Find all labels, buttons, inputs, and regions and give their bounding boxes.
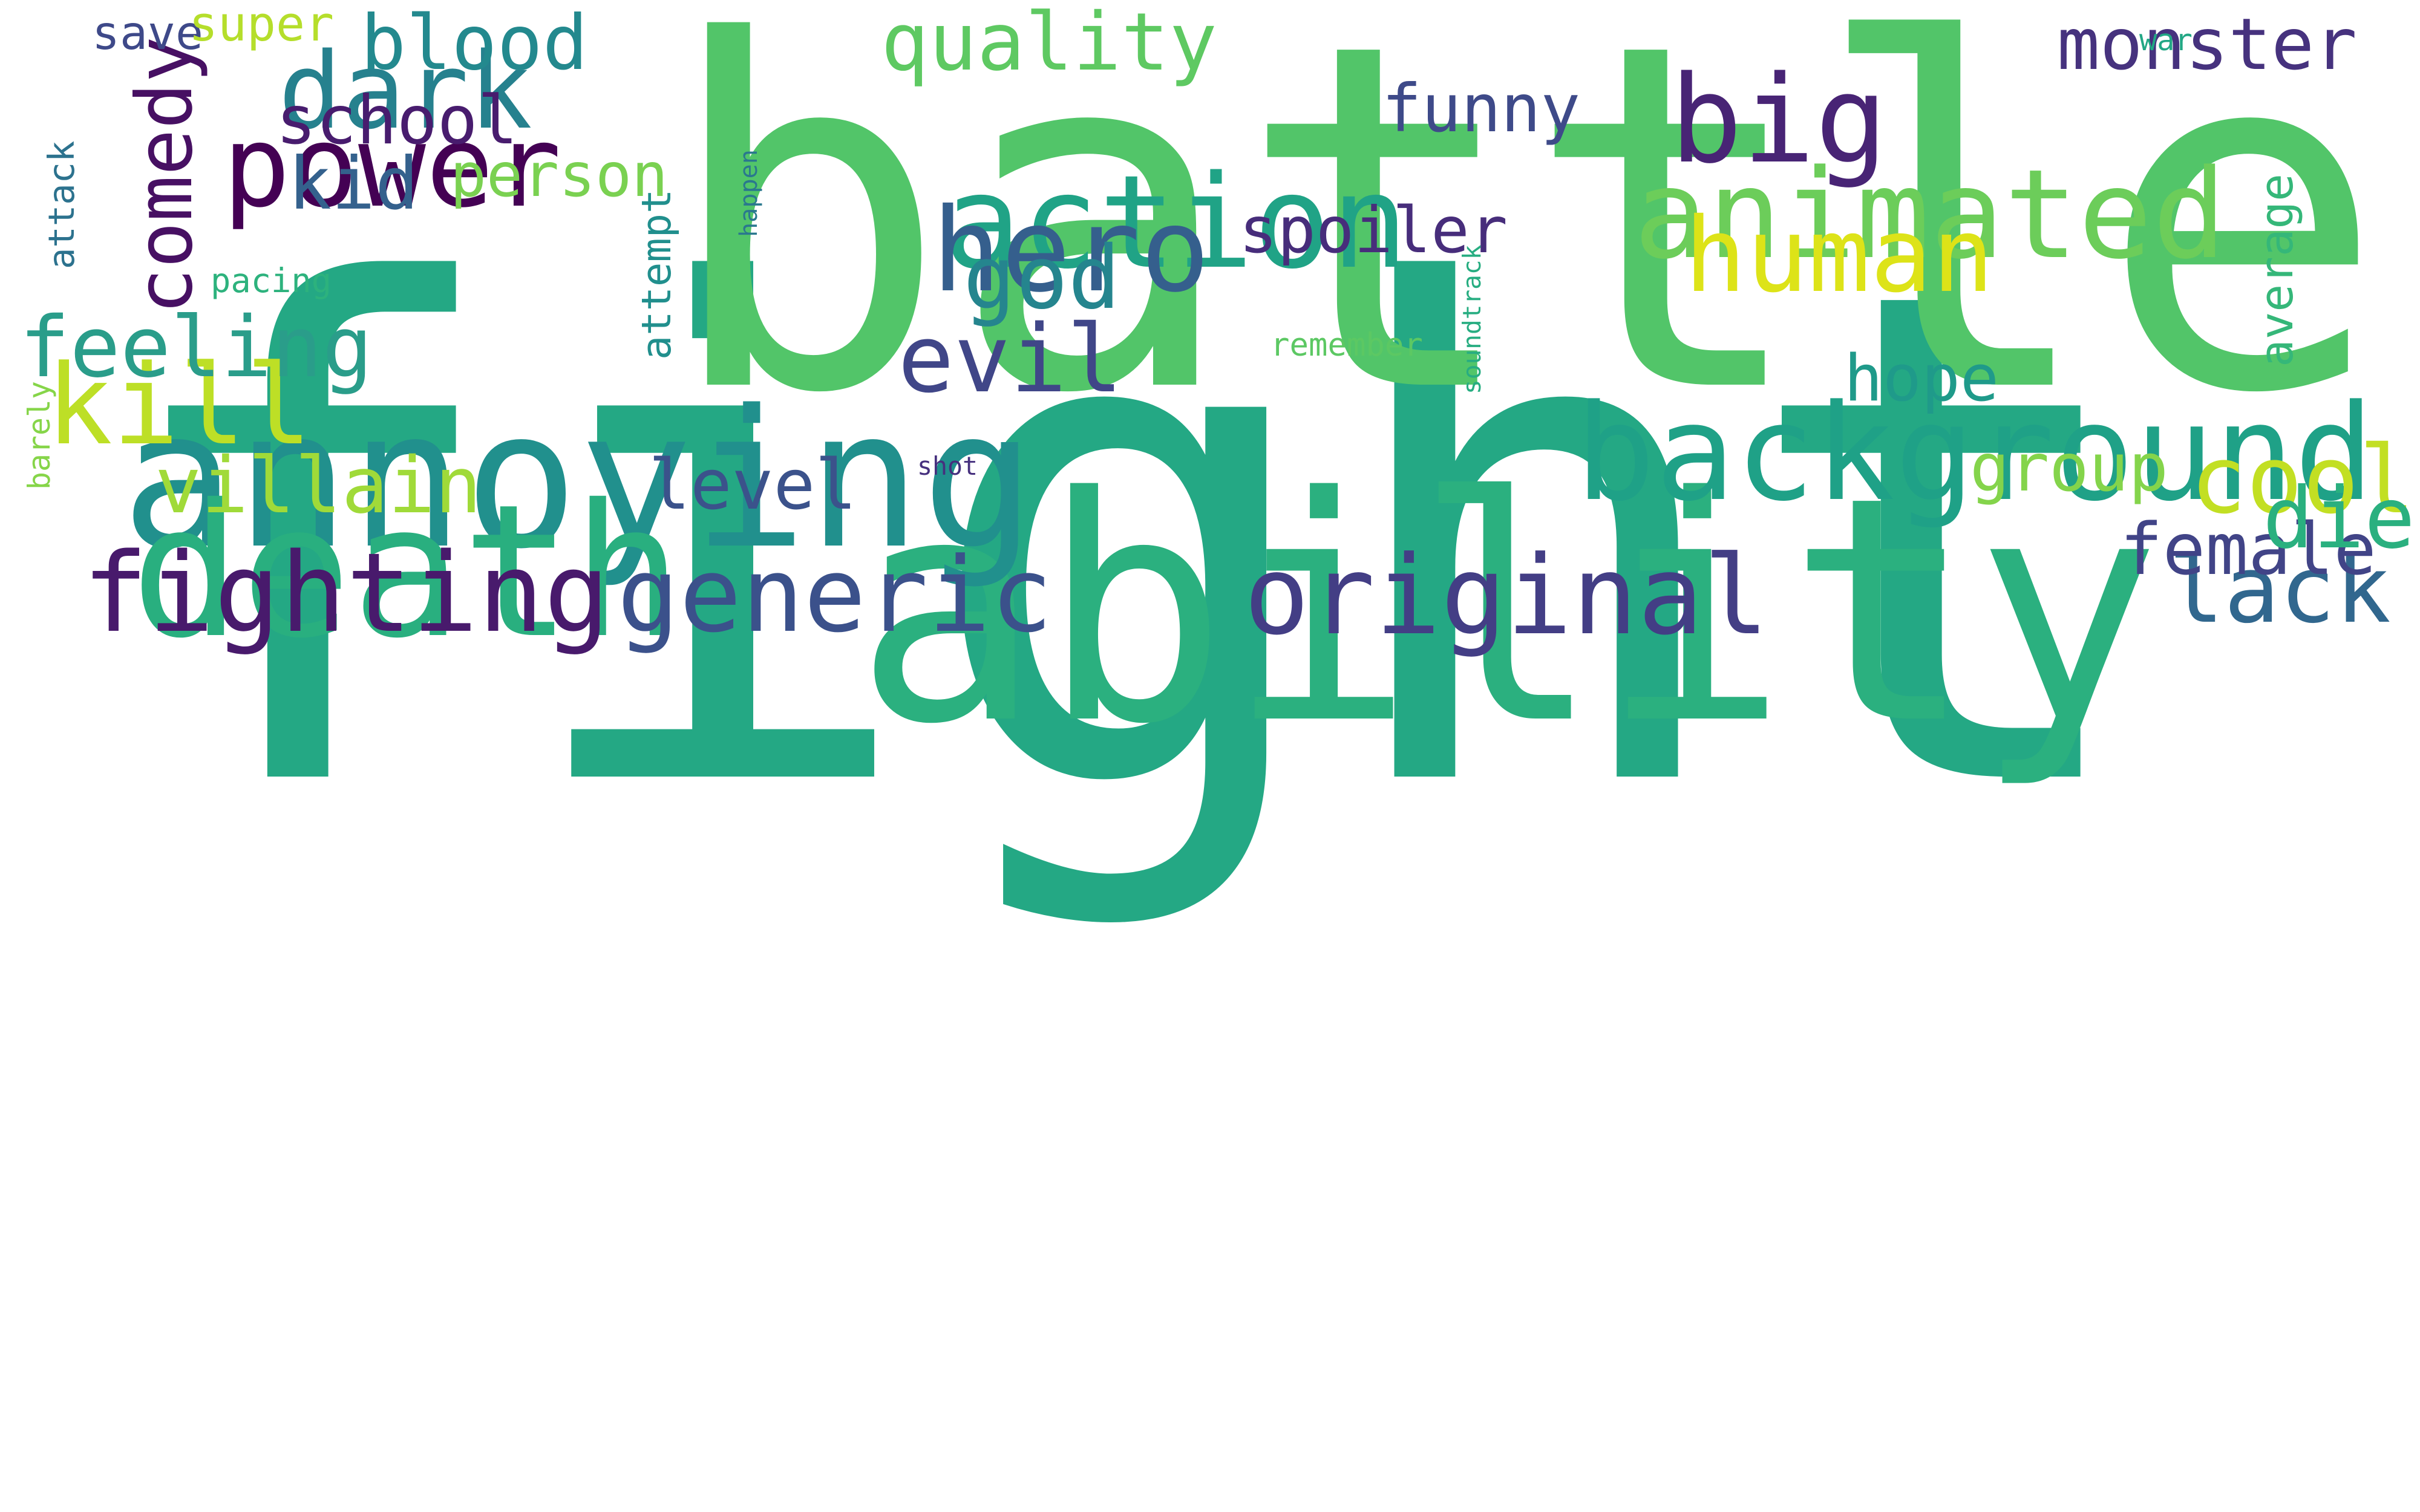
word-ability: ability [854, 431, 2162, 792]
word-pacing: pacing [211, 261, 332, 301]
word-level: level [649, 445, 857, 525]
word-action: action [944, 148, 1408, 298]
word-quality: quality [881, 0, 1217, 89]
word-background: background [1575, 376, 2375, 530]
word-average: average [2250, 174, 2304, 368]
word-save: save [92, 6, 203, 60]
word-annoying: annoying [121, 370, 1036, 591]
word-comedy: comedy [120, 36, 211, 314]
word-group: group [1970, 429, 2168, 506]
word-big: big [1670, 50, 1888, 191]
word-barely: barely [22, 381, 57, 490]
word-die: die [2263, 469, 2415, 567]
word-kid: kid [288, 142, 419, 226]
word-lack: lack [2168, 536, 2391, 644]
word-death: death [131, 466, 683, 679]
word-female: female [2120, 508, 2376, 591]
word-fighting: fighting [82, 529, 610, 657]
word-super: super [189, 0, 335, 52]
word-cool: cool [2190, 426, 2416, 535]
word-school: school [276, 82, 518, 160]
word-dark: dark [278, 30, 532, 153]
word-human: human [1684, 195, 1994, 316]
word-attempt: attempt [633, 189, 681, 360]
word-power: power [223, 100, 562, 232]
word-hope: hope [1844, 341, 1999, 416]
word-original: original [1244, 532, 1769, 659]
word-feeling: feeling [19, 298, 373, 396]
word-evil: evil [898, 305, 1123, 414]
word-attack: attack [40, 140, 82, 269]
word-remember: remember [1270, 327, 1423, 363]
word-hero: hero [932, 184, 1210, 318]
word-funny: funny [1382, 70, 1581, 147]
word-god: god [963, 226, 1121, 328]
word-generic: generic [617, 535, 1053, 656]
word-blood: blood [361, 0, 588, 87]
word-animated: animated [1634, 142, 2227, 286]
word-monster: monster [2057, 3, 2357, 86]
word-person: person [450, 140, 669, 210]
word-war: war [2139, 23, 2193, 57]
word-villain: villain [155, 441, 482, 531]
word-soundtrack: soundtrack [1457, 245, 1487, 395]
word-happen: happen [734, 149, 763, 238]
word-shot: shot [917, 451, 978, 481]
word-spoiler: spoiler [1239, 192, 1508, 267]
word-kill: kill [46, 341, 312, 470]
word-fight: fight [103, 147, 2147, 937]
word-battle: battle [662, 0, 2386, 498]
